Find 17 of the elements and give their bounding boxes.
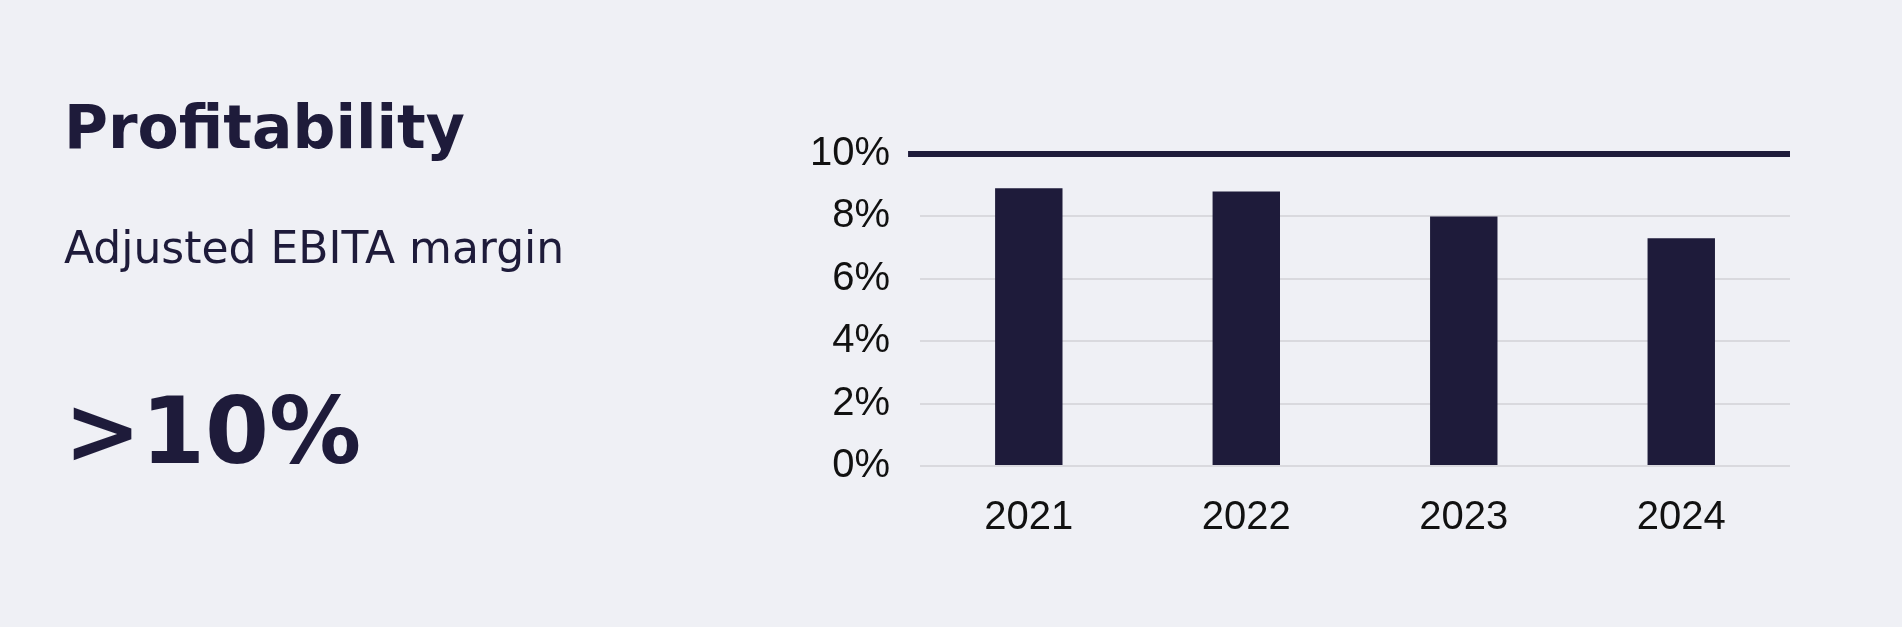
- bar: [1647, 238, 1715, 465]
- y-tick-label: 8%: [832, 191, 891, 236]
- y-tick-label: 2%: [832, 378, 891, 423]
- bar: [1212, 191, 1280, 465]
- bar: [1430, 216, 1498, 465]
- y-tick-label: 6%: [832, 253, 891, 298]
- y-tick-label: 0%: [832, 441, 891, 486]
- x-tick-label: 2021: [984, 493, 1074, 538]
- text: Adjusted EBITA margin: [64, 222, 565, 273]
- text: >10%: [64, 378, 362, 485]
- x-tick-label: 2023: [1419, 493, 1509, 538]
- y-tick-label: 4%: [832, 316, 891, 361]
- bar: [995, 188, 1063, 465]
- x-tick-label: 2022: [1201, 493, 1291, 538]
- x-tick-label: 2024: [1636, 493, 1726, 538]
- text: Profitability: [64, 92, 465, 162]
- y-tick-label: 10%: [810, 129, 891, 174]
